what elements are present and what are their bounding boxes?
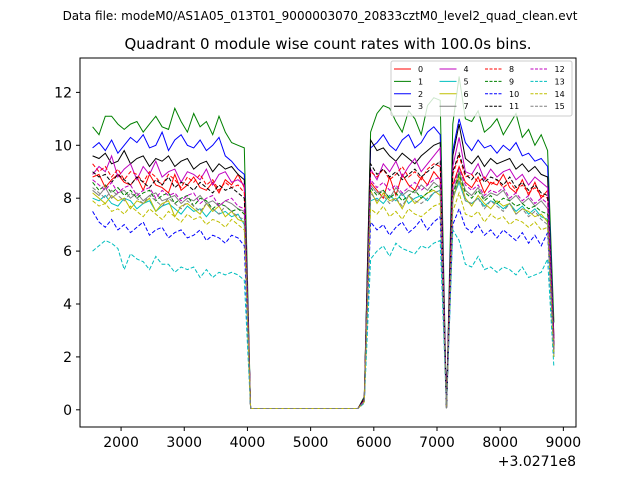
series-line-7 (92, 170, 555, 409)
y-tick-label: 12 (54, 85, 72, 101)
x-tick-label: 2000 (103, 435, 139, 451)
legend-label-9: 9 (509, 77, 514, 86)
series-line-14 (92, 191, 555, 409)
axis-ticks: 2000 3000 4000 5000 6000 7000 8000 9000 0 2 4 6 8 10 1… (54, 85, 581, 451)
legend-label-11: 11 (509, 102, 519, 111)
legend-label-3: 3 (418, 102, 423, 111)
legend-box (390, 60, 573, 117)
legend-label-10: 10 (509, 90, 519, 99)
legend-label-0: 0 (418, 65, 423, 74)
legend-label-7: 7 (464, 102, 469, 111)
series-line-5 (92, 180, 555, 409)
legend-label-14: 14 (555, 90, 565, 99)
series-line-6 (92, 175, 555, 409)
x-tick-label: 8000 (482, 435, 518, 451)
legend-label-12: 12 (555, 65, 565, 74)
series-line-8 (92, 154, 555, 409)
series-line-1 (92, 76, 555, 409)
y-tick-label: 6 (63, 244, 72, 260)
y-tick-label: 10 (54, 138, 72, 154)
x-tick-label: 7000 (419, 435, 455, 451)
chart-suptitle: Data file: modeM0/AS1A05_013T01_90000030… (63, 9, 578, 23)
series-line-12 (92, 167, 555, 409)
x-tick-label: 3000 (166, 435, 202, 451)
series-line-9 (92, 172, 555, 409)
y-tick-label: 2 (63, 350, 72, 366)
x-tick-label: 9000 (546, 435, 582, 451)
x-tick-label: 5000 (293, 435, 329, 451)
chart-title: Quadrant 0 module wise count rates with … (124, 35, 531, 53)
legend-label-6: 6 (464, 90, 469, 99)
legend-label-15: 15 (555, 102, 565, 111)
legend-label-2: 2 (418, 90, 423, 99)
plot-area-frame (79, 57, 577, 428)
legend-label-1: 1 (418, 77, 423, 86)
x-axis-offset-label: +3.0271e8 (498, 454, 576, 470)
y-tick-label: 4 (63, 297, 72, 313)
y-tick-label: 0 (63, 403, 72, 419)
series-line-13 (92, 228, 555, 409)
x-tick-label: 4000 (230, 435, 266, 451)
legend-label-4: 4 (464, 65, 469, 74)
series-line-15 (92, 178, 555, 409)
series-line-3 (92, 124, 555, 409)
series-layer (92, 76, 555, 409)
legend-label-5: 5 (464, 77, 469, 86)
legend-label-8: 8 (509, 65, 514, 74)
x-tick-label: 6000 (356, 435, 392, 451)
series-line-0 (92, 165, 555, 409)
series-line-10 (92, 207, 555, 409)
y-tick-label: 8 (63, 191, 72, 207)
legend-label-13: 13 (555, 77, 565, 86)
